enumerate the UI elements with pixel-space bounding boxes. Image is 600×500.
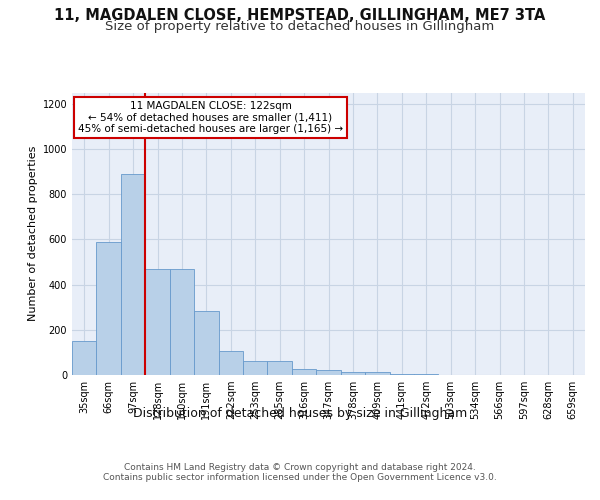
Bar <box>292 368 316 375</box>
Text: 11 MAGDALEN CLOSE: 122sqm
← 54% of detached houses are smaller (1,411)
45% of se: 11 MAGDALEN CLOSE: 122sqm ← 54% of detac… <box>78 101 343 134</box>
Bar <box>170 269 194 375</box>
Bar <box>194 310 218 375</box>
Bar <box>121 174 145 375</box>
Bar <box>316 370 341 375</box>
Bar <box>218 352 243 375</box>
Bar <box>389 374 414 375</box>
Bar <box>414 374 439 375</box>
Bar <box>365 372 389 375</box>
Text: 11, MAGDALEN CLOSE, HEMPSTEAD, GILLINGHAM, ME7 3TA: 11, MAGDALEN CLOSE, HEMPSTEAD, GILLINGHA… <box>55 8 545 22</box>
Bar <box>268 361 292 375</box>
Bar <box>341 372 365 375</box>
Bar <box>72 341 97 375</box>
Y-axis label: Number of detached properties: Number of detached properties <box>28 146 38 322</box>
Bar <box>243 361 268 375</box>
Text: Size of property relative to detached houses in Gillingham: Size of property relative to detached ho… <box>106 20 494 33</box>
Text: Contains HM Land Registry data © Crown copyright and database right 2024.
Contai: Contains HM Land Registry data © Crown c… <box>103 462 497 482</box>
Bar <box>145 269 170 375</box>
Bar <box>97 242 121 375</box>
Text: Distribution of detached houses by size in Gillingham: Distribution of detached houses by size … <box>133 408 467 420</box>
